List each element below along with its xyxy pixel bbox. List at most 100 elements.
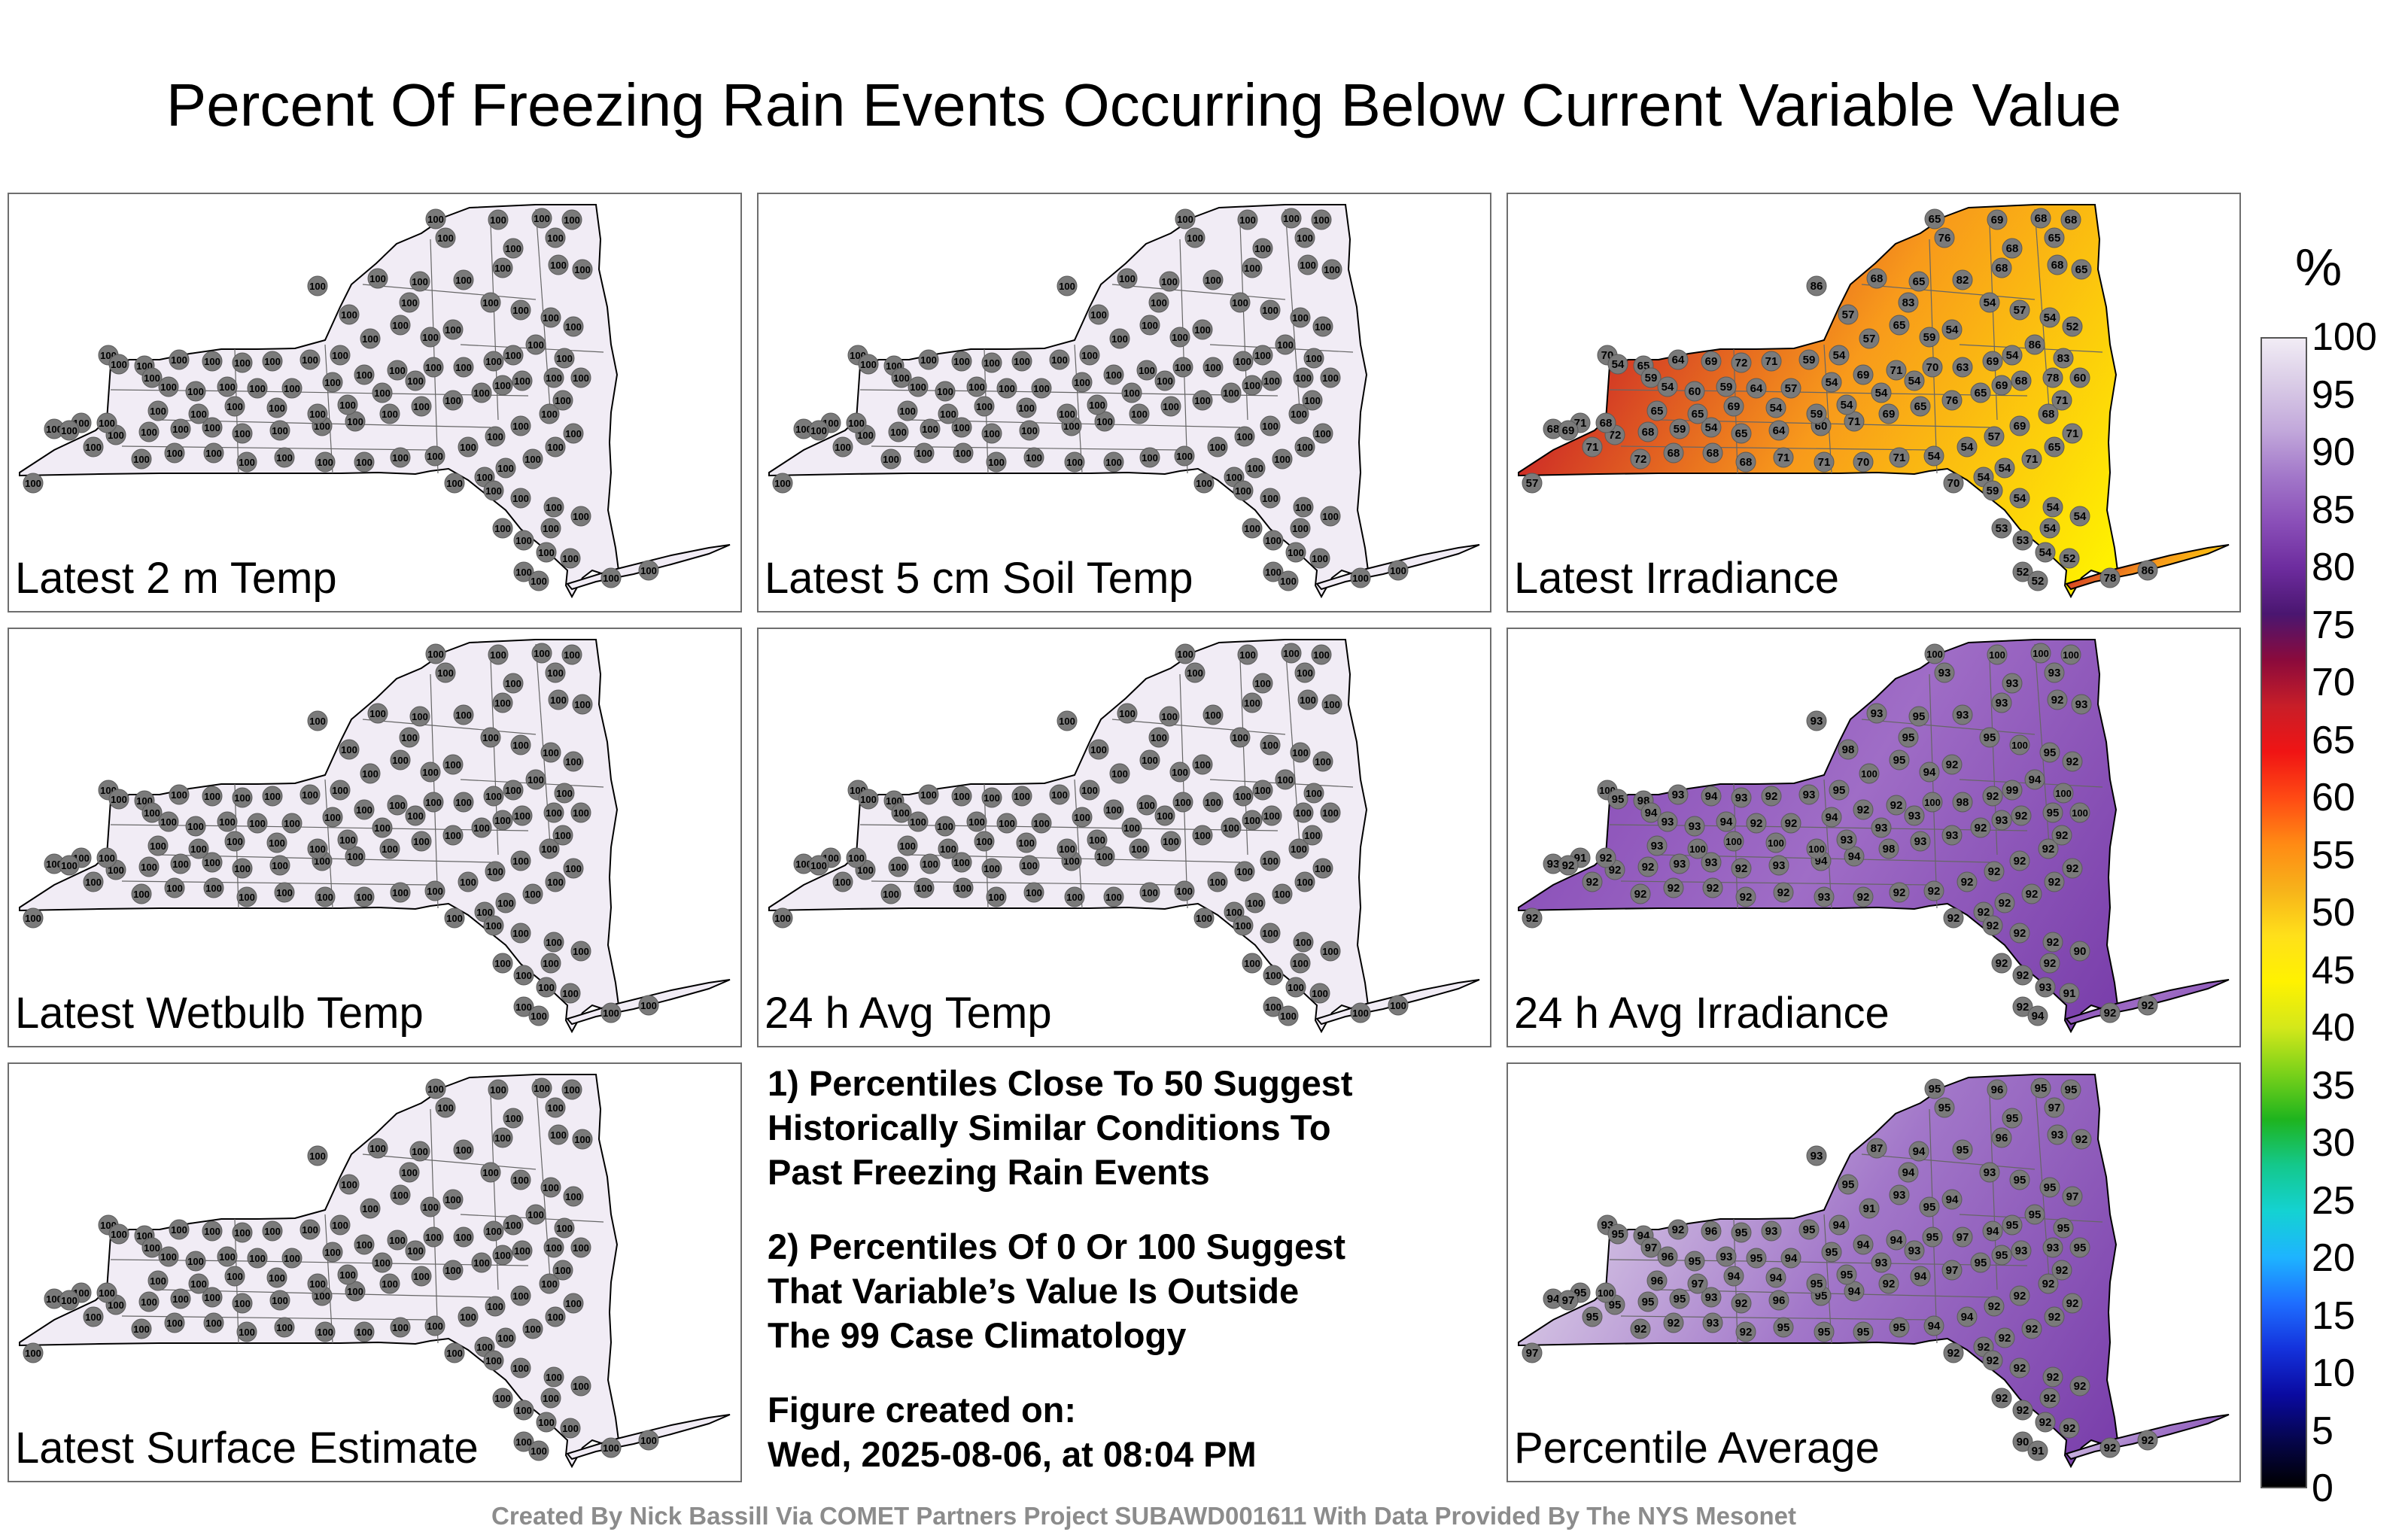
station-value: 92 <box>2017 1001 2029 1014</box>
station-value: 100 <box>1297 233 1313 244</box>
station-marker <box>1684 381 1705 402</box>
station-value: 90 <box>2017 1436 2029 1448</box>
station-marker <box>1057 403 1078 424</box>
station-value: 92 <box>2042 1278 2055 1290</box>
station-value: 100 <box>317 457 333 468</box>
station-marker <box>2012 996 2033 1017</box>
station-value: 100 <box>1291 843 1307 855</box>
station-value: 97 <box>1562 1294 1575 1307</box>
station-value: 93 <box>1996 697 2008 710</box>
station-value: 69 <box>1987 355 1999 368</box>
station-marker <box>2071 1129 2092 1150</box>
county-border <box>1823 1214 1832 1344</box>
station-value: 100 <box>1021 425 1038 436</box>
station-marker <box>531 208 552 229</box>
station-value: 100 <box>61 1295 78 1306</box>
station-value: 100 <box>524 454 541 465</box>
station-marker <box>315 1321 336 1342</box>
station-value: 100 <box>999 818 1015 829</box>
station-marker <box>1294 436 1315 457</box>
station-value: 100 <box>494 698 511 709</box>
station-marker <box>1263 530 1284 551</box>
station-value: 100 <box>455 275 472 286</box>
station-value: 100 <box>309 281 326 292</box>
station-value: 92 <box>1996 957 2008 970</box>
station-marker <box>442 390 464 411</box>
station-value: 100 <box>425 797 442 808</box>
station-value: 100 <box>1142 755 1158 766</box>
station-marker <box>354 1321 375 1342</box>
station-marker <box>552 1260 573 1281</box>
station-value: 54 <box>2044 522 2057 535</box>
station-value: 71 <box>1818 456 1831 469</box>
state-shape <box>1518 639 2119 1034</box>
station-value: 59 <box>1720 381 1733 394</box>
station-marker <box>339 304 360 325</box>
panel-24h-avg-temp: 100 100 100 100 100 100 100 100 100 100 100 100 100 1… <box>757 628 1491 1047</box>
station-value: 100 <box>407 810 424 822</box>
station-marker <box>1702 442 1723 464</box>
station-value: 100 <box>547 233 564 244</box>
station-marker <box>1260 734 1281 755</box>
station-value: 100 <box>401 297 418 309</box>
station-marker <box>453 357 474 378</box>
station-value: 100 <box>1244 380 1260 391</box>
station-marker <box>1982 1350 2003 1371</box>
station-marker <box>1780 1248 1801 1269</box>
station-value: 100 <box>485 920 502 932</box>
station-value: 100 <box>234 863 251 874</box>
station-value: 100 <box>505 243 521 254</box>
station-value: 94 <box>1890 1234 1903 1247</box>
station-value: 100 <box>108 865 124 876</box>
station-marker <box>1057 710 1078 731</box>
station-value: 96 <box>1705 1225 1718 1238</box>
station-value: 95 <box>1841 1269 1853 1281</box>
station-value: 100 <box>1051 789 1068 801</box>
station-value: 93 <box>1674 858 1686 871</box>
county-border <box>1861 284 2036 300</box>
station-marker <box>262 1220 283 1242</box>
station-value: 100 <box>190 1278 207 1290</box>
station-value: 100 <box>1265 1002 1282 1013</box>
station-marker <box>1970 382 1991 403</box>
station-value: 100 <box>547 442 564 453</box>
station-value: 100 <box>46 859 62 870</box>
station-marker <box>1798 349 1820 370</box>
station-marker <box>1768 1290 1789 1311</box>
station-marker <box>528 1440 549 1461</box>
station-value: 71 <box>1893 451 1906 464</box>
colorbar-tick-label: 45 <box>2312 948 2355 992</box>
station-value: 100 <box>272 1295 288 1306</box>
station-value: 65 <box>1913 275 1926 288</box>
station-marker <box>307 710 328 731</box>
station-value: 100 <box>528 339 544 351</box>
station-value: 100 <box>362 1203 379 1214</box>
station-value: 100 <box>392 755 409 766</box>
station-marker <box>2009 415 2030 436</box>
station-value: 100 <box>494 523 511 534</box>
station-marker <box>1103 364 1124 385</box>
station-marker <box>2099 567 2121 588</box>
station-value: 100 <box>204 857 220 868</box>
station-marker <box>390 1184 411 1205</box>
panel-latest-wetbulb-temp: 100 100 100 100 100 100 100 100 100 100 100 100 100 1… <box>8 628 742 1047</box>
station-value: 100 <box>455 1144 472 1156</box>
colorbar-tick-label: 15 <box>2312 1293 2355 1338</box>
station-marker <box>2053 1217 2074 1239</box>
station-marker <box>510 488 531 509</box>
station-value: 100 <box>922 859 938 870</box>
station-marker <box>1278 1005 1299 1026</box>
station-marker <box>1148 292 1169 313</box>
station-marker <box>951 786 972 807</box>
station-marker <box>1746 1248 1767 1269</box>
station-value: 100 <box>144 807 160 819</box>
station-value: 70 <box>1926 361 1939 374</box>
station-marker <box>2071 259 2092 280</box>
station-marker <box>2099 1002 2121 1023</box>
station-marker <box>1663 442 1684 464</box>
station-value: 92 <box>1765 790 1778 803</box>
station-marker <box>1991 1388 2012 1409</box>
